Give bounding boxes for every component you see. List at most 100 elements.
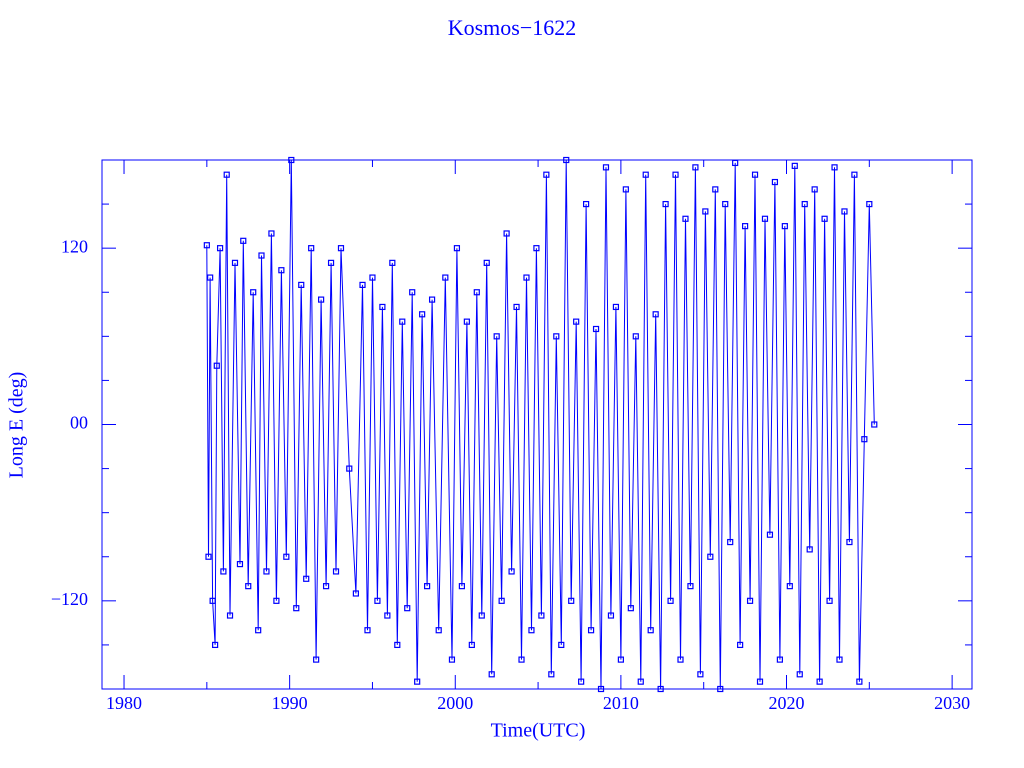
data-point xyxy=(548,671,555,678)
data-point xyxy=(468,641,475,649)
data-point xyxy=(677,656,684,663)
data-point xyxy=(209,597,216,604)
data-point xyxy=(722,200,729,208)
data-point xyxy=(258,252,265,259)
data-point xyxy=(283,553,290,560)
data-point xyxy=(327,259,335,266)
data-point xyxy=(374,597,381,604)
data-point xyxy=(483,259,490,266)
data-point xyxy=(761,215,769,222)
data-point xyxy=(523,274,530,281)
data-point xyxy=(414,678,421,685)
data-point xyxy=(435,627,442,634)
data-point xyxy=(662,200,669,208)
data-point xyxy=(583,200,590,208)
data-point xyxy=(811,186,818,193)
x-tick-label: 1980 xyxy=(106,693,142,713)
data-point xyxy=(622,186,629,193)
data-point xyxy=(652,311,659,318)
data-point xyxy=(627,605,634,612)
data-point xyxy=(687,583,694,590)
data-point xyxy=(359,281,366,289)
data-point xyxy=(493,333,500,340)
data-point xyxy=(389,259,396,266)
data-point xyxy=(871,421,878,428)
data-point xyxy=(771,178,779,186)
data-point xyxy=(642,171,649,178)
data-point xyxy=(213,362,220,369)
y-tick-label: 120 xyxy=(61,236,88,256)
data-point xyxy=(288,156,295,164)
x-axis-label: Time(UTC) xyxy=(491,720,586,742)
data-point xyxy=(592,325,600,333)
data-point xyxy=(458,583,465,590)
data-point xyxy=(781,223,788,230)
data-point xyxy=(308,245,315,252)
data-point xyxy=(791,162,798,169)
data-point xyxy=(503,230,510,237)
data-point xyxy=(205,553,212,560)
data-point xyxy=(568,597,575,604)
data-point xyxy=(697,671,704,678)
data-point xyxy=(442,274,449,281)
x-tick-label: 2010 xyxy=(603,693,639,713)
data-point xyxy=(488,671,495,678)
data-point xyxy=(657,685,664,693)
data-point xyxy=(473,289,480,296)
data-point xyxy=(337,245,345,252)
data-point xyxy=(597,685,605,693)
data-point xyxy=(424,583,431,590)
data-point xyxy=(216,245,224,252)
data-point xyxy=(220,568,227,575)
data-point xyxy=(578,678,585,685)
data-point xyxy=(453,245,461,252)
y-tick-label: −120 xyxy=(51,589,88,609)
data-point xyxy=(404,605,411,612)
data-point xyxy=(587,627,595,634)
data-point xyxy=(394,641,401,649)
data-point xyxy=(702,208,709,215)
data-point xyxy=(226,612,234,619)
data-point xyxy=(826,597,833,604)
data-point xyxy=(602,164,610,171)
data-point xyxy=(573,318,580,325)
data-point xyxy=(682,215,689,222)
data-point xyxy=(816,678,823,685)
data-point xyxy=(632,333,639,340)
data-point xyxy=(861,436,868,443)
data-point xyxy=(732,159,739,167)
x-tick-label: 2020 xyxy=(769,693,805,713)
data-point xyxy=(478,612,485,619)
data-point xyxy=(563,156,570,164)
data-point xyxy=(212,641,219,649)
data-point xyxy=(379,303,386,311)
data-point xyxy=(240,237,247,244)
data-point xyxy=(543,171,550,178)
data-point xyxy=(255,627,262,634)
data-point xyxy=(384,612,391,619)
data-point xyxy=(737,641,744,649)
data-point xyxy=(786,583,793,590)
data-point xyxy=(846,538,853,546)
data-point xyxy=(313,656,320,663)
data-point xyxy=(263,568,270,575)
data-point xyxy=(866,200,873,208)
data-point xyxy=(463,318,470,325)
data-point xyxy=(558,641,565,649)
data-point xyxy=(533,245,540,252)
data-point xyxy=(841,208,848,215)
data-point xyxy=(236,560,244,568)
data-point xyxy=(268,230,275,237)
x-tick-label: 2000 xyxy=(437,693,473,713)
data-point xyxy=(553,333,560,340)
data-point xyxy=(278,267,285,274)
data-point xyxy=(399,318,406,325)
data-point xyxy=(346,465,353,472)
data-point xyxy=(332,568,340,575)
data-point xyxy=(742,223,749,230)
data-point xyxy=(612,303,620,311)
data-point xyxy=(538,612,545,619)
data-point xyxy=(806,546,813,553)
data-point xyxy=(322,583,330,590)
